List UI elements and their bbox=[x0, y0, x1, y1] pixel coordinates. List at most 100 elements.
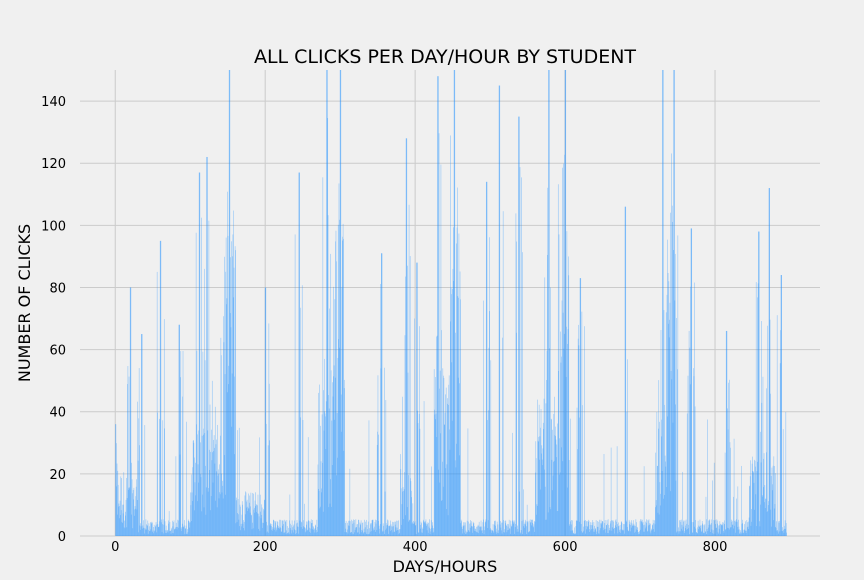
bar bbox=[325, 449, 327, 536]
bar bbox=[294, 529, 296, 536]
bar bbox=[253, 493, 254, 536]
bar bbox=[477, 532, 478, 536]
bar bbox=[329, 503, 331, 536]
bar bbox=[724, 524, 725, 536]
bar bbox=[716, 527, 717, 536]
bar bbox=[396, 527, 398, 536]
bar bbox=[643, 466, 645, 536]
bar bbox=[512, 521, 514, 536]
bar bbox=[616, 521, 618, 536]
bar bbox=[564, 154, 565, 536]
bar bbox=[186, 421, 187, 536]
bar bbox=[189, 522, 190, 536]
bar bbox=[604, 520, 606, 536]
bar bbox=[712, 480, 713, 536]
bar bbox=[359, 533, 360, 536]
bar bbox=[636, 522, 637, 536]
bar bbox=[501, 522, 502, 536]
bar bbox=[175, 522, 177, 536]
bar bbox=[115, 424, 116, 536]
bar bbox=[277, 522, 279, 536]
bar bbox=[782, 531, 784, 536]
bar bbox=[408, 204, 410, 536]
bar bbox=[403, 491, 405, 536]
bar bbox=[447, 398, 448, 536]
bar bbox=[560, 447, 562, 536]
bar bbox=[315, 532, 317, 536]
bar bbox=[644, 531, 645, 536]
bar bbox=[291, 520, 293, 536]
bar bbox=[252, 528, 254, 536]
bar bbox=[478, 533, 479, 536]
bar bbox=[162, 420, 164, 536]
bar bbox=[196, 434, 198, 536]
bar bbox=[493, 531, 494, 536]
bar bbox=[212, 482, 214, 536]
bar bbox=[263, 510, 265, 536]
bar bbox=[374, 529, 375, 536]
bar bbox=[508, 529, 510, 536]
bar bbox=[214, 463, 216, 536]
bar bbox=[513, 522, 515, 536]
bar bbox=[297, 526, 299, 536]
bar bbox=[288, 533, 290, 536]
bar bbox=[520, 530, 522, 536]
bar bbox=[661, 436, 663, 536]
bar bbox=[160, 522, 162, 536]
bar bbox=[202, 428, 204, 536]
bar bbox=[229, 70, 231, 536]
bar bbox=[201, 217, 202, 537]
bar bbox=[172, 526, 174, 536]
bar bbox=[635, 519, 637, 536]
bar bbox=[283, 524, 284, 536]
bar bbox=[460, 523, 462, 536]
bar bbox=[536, 505, 538, 536]
bar bbox=[168, 523, 170, 536]
bar bbox=[217, 475, 219, 536]
bar bbox=[390, 520, 391, 536]
bar bbox=[623, 529, 625, 536]
bar bbox=[756, 471, 758, 536]
bar bbox=[539, 436, 541, 536]
bar bbox=[267, 525, 268, 536]
bar bbox=[353, 522, 355, 536]
bar bbox=[166, 532, 167, 536]
bar bbox=[773, 456, 775, 536]
bar bbox=[242, 523, 244, 536]
bar bbox=[192, 467, 194, 536]
bar bbox=[740, 530, 741, 536]
bar bbox=[440, 433, 441, 536]
bar bbox=[397, 529, 398, 536]
bar bbox=[556, 444, 558, 536]
bar bbox=[432, 522, 433, 536]
bar bbox=[283, 532, 285, 536]
bar bbox=[644, 524, 646, 536]
bar bbox=[279, 526, 281, 536]
bar bbox=[683, 520, 685, 536]
bar bbox=[764, 485, 766, 536]
bar bbox=[620, 529, 622, 536]
bar bbox=[450, 287, 452, 536]
bar bbox=[555, 436, 556, 536]
bar bbox=[403, 489, 405, 536]
bar bbox=[639, 521, 641, 536]
bar bbox=[462, 533, 463, 536]
bar bbox=[570, 530, 572, 536]
bar bbox=[679, 520, 681, 536]
bar bbox=[393, 522, 394, 536]
bar bbox=[578, 324, 579, 536]
bar bbox=[175, 527, 176, 536]
bar bbox=[753, 482, 755, 536]
bar bbox=[204, 268, 205, 536]
bar bbox=[384, 533, 385, 536]
bar bbox=[360, 523, 361, 536]
bar bbox=[590, 522, 591, 536]
bar bbox=[228, 365, 230, 536]
bar bbox=[372, 520, 373, 536]
bar bbox=[776, 521, 777, 536]
bar bbox=[131, 462, 132, 536]
bar bbox=[521, 521, 523, 536]
bar bbox=[710, 525, 712, 536]
bar bbox=[550, 287, 551, 536]
